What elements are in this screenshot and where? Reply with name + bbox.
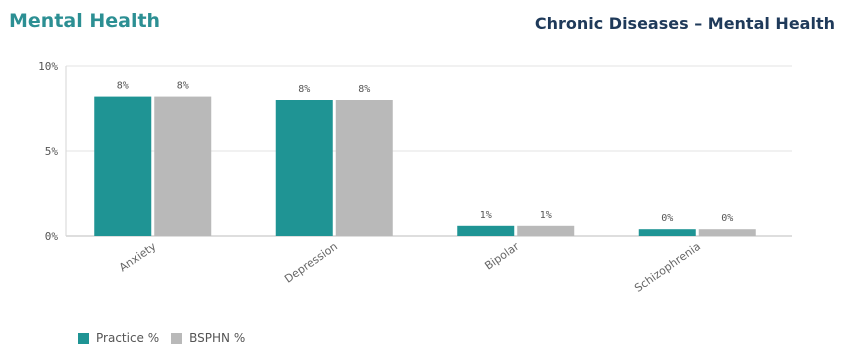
legend-swatch-practice bbox=[78, 332, 89, 344]
y-tick-label-0: 0% bbox=[45, 230, 59, 243]
chart-title: Chronic Diseases – Mental Health bbox=[534, 14, 835, 33]
bar-bipolar-bsphn bbox=[517, 225, 575, 236]
x-tick-label-depression: Depression bbox=[282, 240, 340, 286]
legend-item-practice[interactable]: Practice % bbox=[78, 331, 159, 345]
legend-item-bsphn[interactable]: BSPHN % bbox=[171, 331, 245, 345]
bar-schizophrenia-bsphn bbox=[698, 229, 756, 236]
chart-legend: Practice % BSPHN % bbox=[78, 331, 249, 345]
section-title: Mental Health bbox=[9, 10, 161, 32]
legend-label-bsphn: BSPHN % bbox=[189, 331, 246, 345]
y-tick-label-1: 5% bbox=[45, 145, 59, 158]
bar-anxiety-practice bbox=[94, 96, 152, 236]
data-label-depression-practice: 8% bbox=[298, 84, 310, 95]
data-label-depression-bsphn: 8% bbox=[358, 84, 370, 95]
data-label-anxiety-bsphn: 8% bbox=[177, 81, 189, 92]
bar-schizophrenia-practice bbox=[638, 229, 696, 236]
legend-swatch-bsphn bbox=[171, 332, 183, 344]
bar-bipolar-practice bbox=[457, 225, 515, 236]
bar-depression-bsphn bbox=[335, 100, 393, 236]
bar-depression-practice bbox=[275, 100, 333, 236]
data-label-bipolar-practice: 1% bbox=[480, 210, 492, 221]
y-tick-label-2: 10% bbox=[38, 60, 58, 73]
x-tick-label-schizophrenia: Schizophrenia bbox=[632, 240, 703, 295]
data-label-anxiety-practice: 8% bbox=[117, 81, 129, 92]
data-label-schizophrenia-bsphn: 0% bbox=[721, 213, 733, 224]
x-tick-label-anxiety: Anxiety bbox=[117, 240, 159, 275]
data-label-bipolar-bsphn: 1% bbox=[540, 210, 552, 221]
legend-label-practice: Practice % bbox=[96, 331, 160, 345]
data-label-schizophrenia-practice: 0% bbox=[661, 213, 673, 224]
x-tick-label-bipolar: Bipolar bbox=[482, 240, 521, 273]
bar-chart: 0% 5% 10% 8% 8% Anxiety 8% 8% Depression 1% 1% Bipo… bbox=[38, 60, 792, 295]
bar-anxiety-bsphn bbox=[154, 96, 212, 236]
